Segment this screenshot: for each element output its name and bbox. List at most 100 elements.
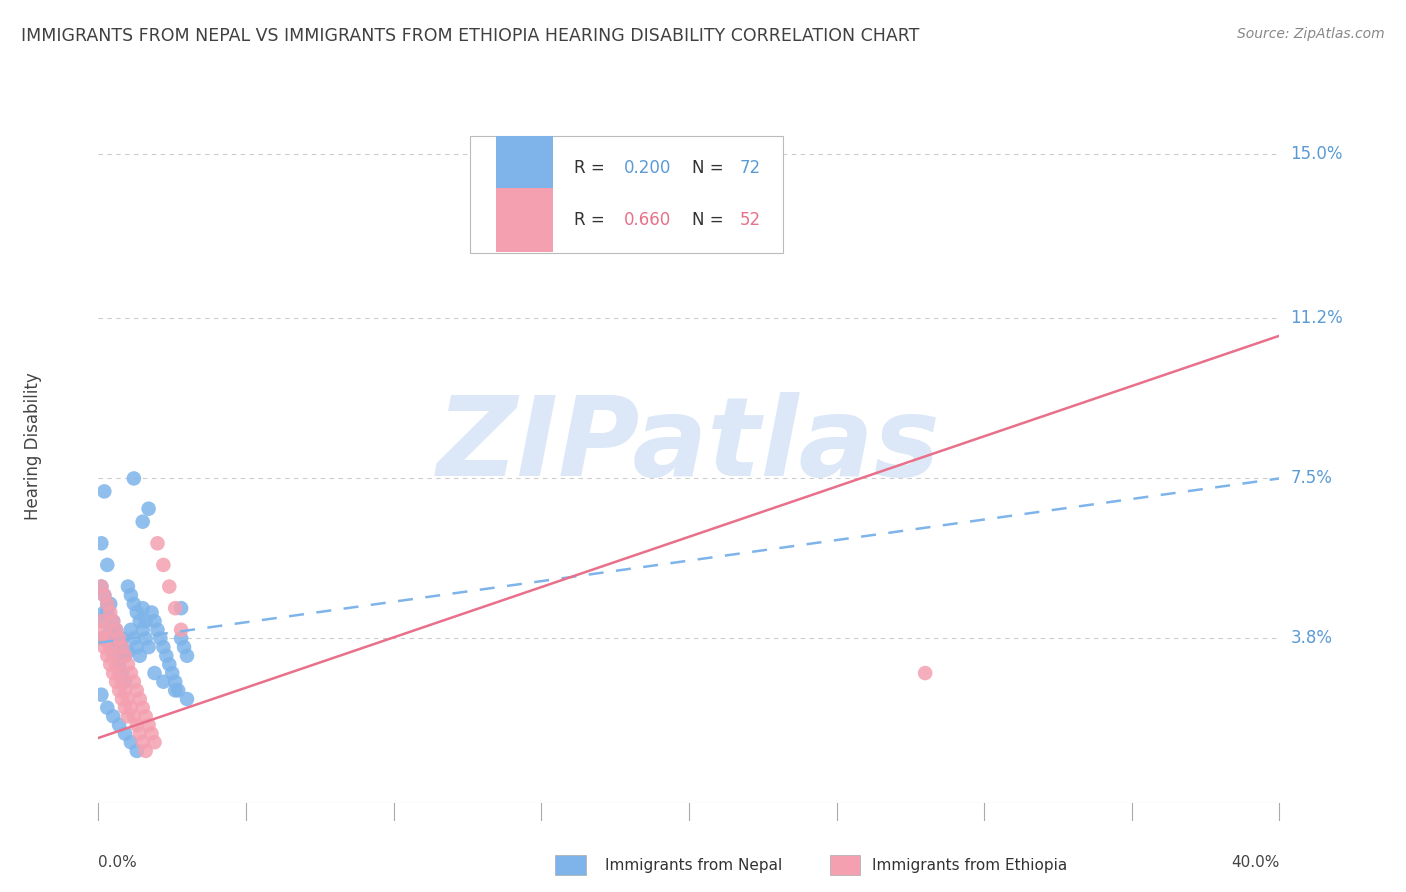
Point [176,692,198,706]
Point [132,515,155,529]
Point [170,632,193,646]
Point [125,640,148,654]
Point [111,640,134,654]
Text: 72: 72 [740,160,761,178]
Point [105,674,128,689]
Point [90,688,112,702]
Point [125,744,148,758]
Point [135,744,157,758]
Point [120,588,142,602]
Point [90,536,112,550]
Point [125,683,148,698]
Text: ZIPatlas: ZIPatlas [437,392,941,500]
Point [111,674,134,689]
Point [125,606,148,620]
Point [173,640,195,654]
Point [90,614,112,628]
Point [105,632,128,646]
Text: 0.660: 0.660 [624,211,671,229]
Point [103,648,125,663]
Point [132,735,155,749]
Point [98,606,121,620]
Point [143,735,166,749]
Text: 40.0%: 40.0% [1232,855,1279,870]
Point [128,614,150,628]
Point [111,692,134,706]
Text: R =: R = [575,211,610,229]
Point [122,597,145,611]
Text: Source: ZipAtlas.com: Source: ZipAtlas.com [1237,27,1385,41]
Point [105,648,128,663]
Point [122,709,145,723]
Point [103,709,125,723]
Point [93,640,115,654]
Point [122,471,145,485]
Point [90,632,112,646]
Point [132,601,155,615]
Point [98,597,121,611]
Point [117,657,139,672]
Point [93,484,115,499]
Point [103,666,125,681]
Point [170,623,193,637]
Point [162,666,183,681]
Text: Hearing Disability: Hearing Disability [24,372,42,520]
Point [111,666,134,681]
FancyBboxPatch shape [471,136,783,253]
Point [103,614,125,628]
Point [125,718,148,732]
Point [90,614,112,628]
Point [176,648,198,663]
Point [157,580,180,594]
Point [93,588,115,602]
Point [105,623,128,637]
Point [135,709,157,723]
Point [103,632,125,646]
Point [90,580,112,594]
Point [114,683,136,698]
Point [96,700,118,714]
Point [117,709,139,723]
Text: 0.200: 0.200 [624,160,671,178]
Point [96,632,118,646]
Point [93,606,115,620]
Point [114,726,136,740]
Point [117,644,139,658]
Point [138,501,160,516]
Point [93,588,115,602]
Point [117,580,139,594]
Text: N =: N = [693,211,730,229]
Point [111,632,134,646]
Point [143,614,166,628]
Point [96,648,118,663]
Point [114,648,136,663]
Text: 11.2%: 11.2% [1291,310,1343,327]
Point [108,683,131,698]
Point [135,632,157,646]
Point [122,632,145,646]
Text: R =: R = [575,160,610,178]
Text: 3.8%: 3.8% [1291,630,1333,648]
Point [143,666,166,681]
Text: Immigrants from Nepal: Immigrants from Nepal [605,858,782,872]
Point [141,606,163,620]
Point [120,700,142,714]
Point [138,718,160,732]
Text: Immigrants from Ethiopia: Immigrants from Ethiopia [872,858,1067,872]
Point [132,623,155,637]
Bar [496,136,553,201]
Point [90,632,112,646]
Point [152,674,174,689]
Point [128,692,150,706]
Point [120,623,142,637]
Point [165,674,187,689]
Point [914,666,936,681]
Point [165,683,187,698]
Point [108,632,131,646]
Point [93,623,115,637]
Point [114,700,136,714]
Point [128,648,150,663]
Point [103,614,125,628]
Point [108,632,131,646]
Point [152,640,174,654]
